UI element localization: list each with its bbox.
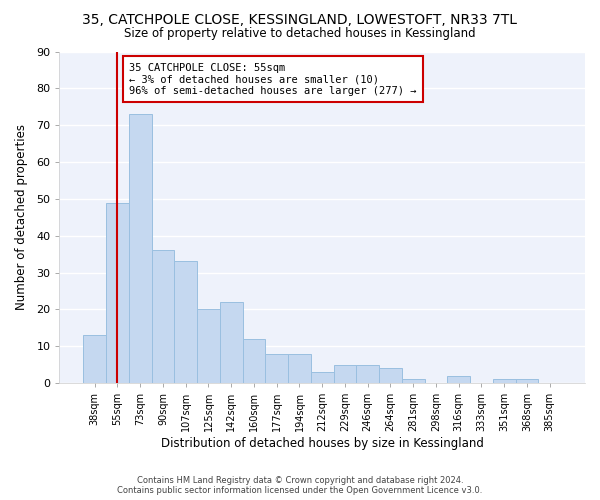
X-axis label: Distribution of detached houses by size in Kessingland: Distribution of detached houses by size … (161, 437, 484, 450)
Bar (356, 364, 379, 383)
Bar (242, 339, 265, 383)
Bar (83, 335, 106, 383)
Text: Size of property relative to detached houses in Kessingland: Size of property relative to detached ho… (124, 28, 476, 40)
Bar (129, 114, 152, 383)
Bar (493, 380, 515, 383)
Bar (334, 364, 356, 383)
Text: Contains HM Land Registry data © Crown copyright and database right 2024.
Contai: Contains HM Land Registry data © Crown c… (118, 476, 482, 495)
Bar (448, 376, 470, 383)
Y-axis label: Number of detached properties: Number of detached properties (15, 124, 28, 310)
Bar (220, 302, 242, 383)
Text: 35, CATCHPOLE CLOSE, KESSINGLAND, LOWESTOFT, NR33 7TL: 35, CATCHPOLE CLOSE, KESSINGLAND, LOWEST… (83, 12, 517, 26)
Bar (515, 380, 538, 383)
Bar (152, 250, 175, 383)
Bar (175, 262, 197, 383)
Bar (106, 202, 129, 383)
Text: 35 CATCHPOLE CLOSE: 55sqm
← 3% of detached houses are smaller (10)
96% of semi-d: 35 CATCHPOLE CLOSE: 55sqm ← 3% of detach… (129, 62, 416, 96)
Bar (265, 354, 288, 383)
Bar (197, 310, 220, 383)
Bar (288, 354, 311, 383)
Bar (311, 372, 334, 383)
Bar (402, 380, 425, 383)
Bar (379, 368, 402, 383)
